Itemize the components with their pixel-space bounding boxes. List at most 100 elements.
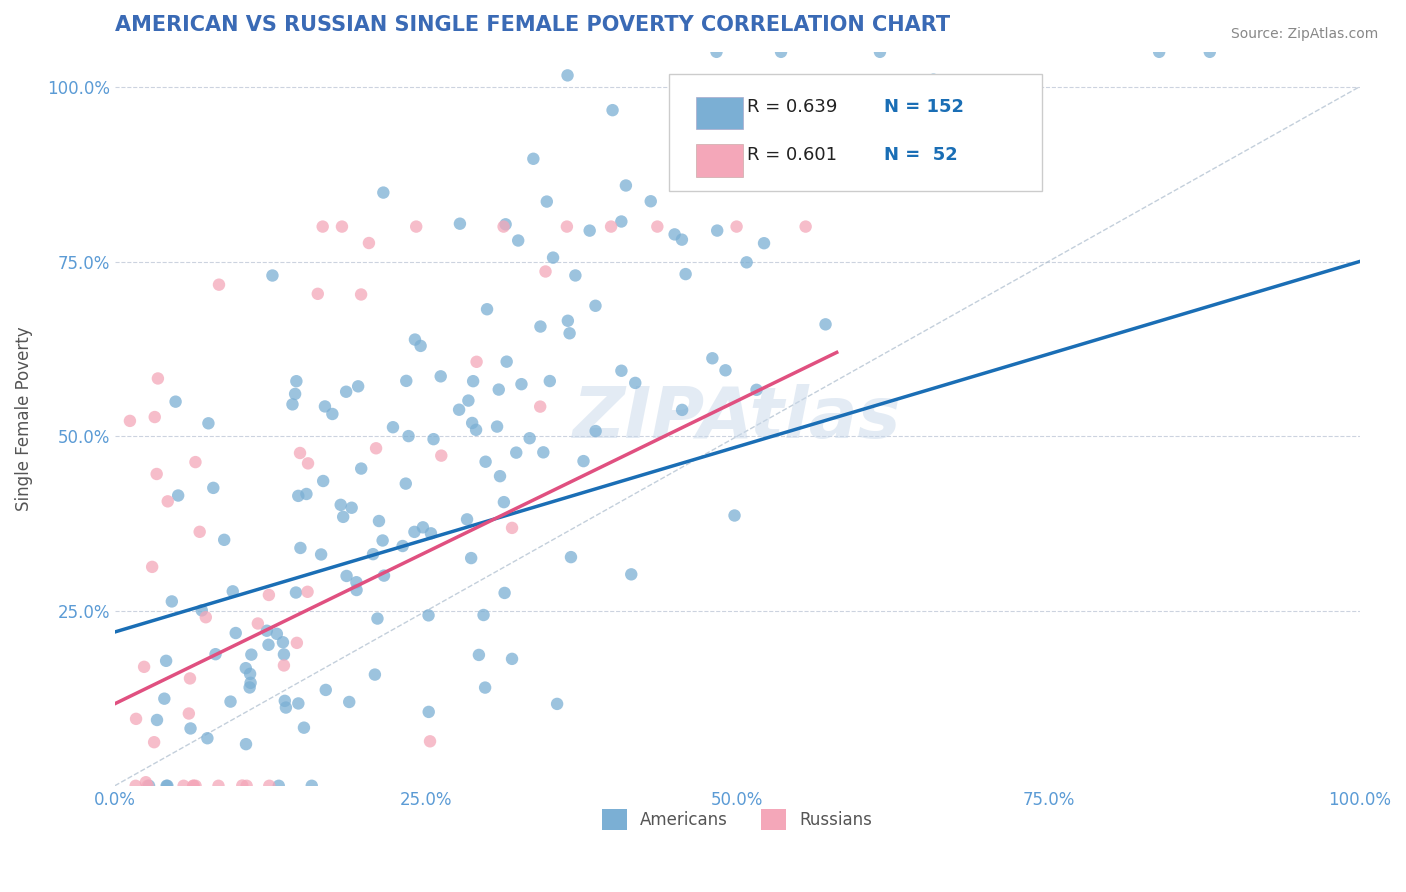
Point (344, 575, 367, 590)
Point (321, 407, 343, 421)
Point (259, 779, 281, 793)
Point (460, 551, 482, 566)
FancyBboxPatch shape (696, 97, 742, 129)
Point (155, 779, 177, 793)
Point (222, 584, 245, 599)
Point (735, 255, 758, 269)
Point (488, 383, 510, 397)
Point (156, 494, 179, 508)
Point (405, 219, 427, 234)
Point (332, 509, 354, 524)
Point (463, 374, 485, 388)
Point (745, 383, 768, 397)
Point (179, 672, 201, 686)
Point (285, 374, 308, 388)
Point (315, 682, 337, 697)
Point (194, 610, 217, 624)
Point (640, 194, 662, 209)
Point (184, 455, 207, 469)
Point (572, 454, 595, 468)
Point (495, 217, 517, 231)
Point (183, 779, 205, 793)
Point (285, 636, 308, 650)
Point (292, 721, 315, 735)
Point (357, 235, 380, 250)
Point (671, 403, 693, 417)
Point (492, 219, 515, 234)
Point (136, 779, 159, 793)
Point (671, 233, 693, 247)
Point (501, 521, 523, 535)
Point (350, 461, 373, 475)
Point (381, 420, 404, 434)
Text: ZIPAtlas: ZIPAtlas (572, 384, 901, 453)
Point (153, 691, 176, 706)
Point (457, 393, 479, 408)
Point (141, 560, 163, 574)
Point (235, 737, 257, 751)
Point (284, 585, 307, 599)
Point (395, 476, 418, 491)
Point (138, 779, 160, 793)
Point (284, 387, 307, 401)
Point (465, 355, 488, 369)
Point (412, 520, 434, 534)
Point (702, 351, 724, 366)
Point (602, 103, 624, 118)
Point (373, 186, 395, 200)
Point (474, 455, 496, 469)
Point (486, 419, 509, 434)
Point (706, 45, 728, 59)
Point (273, 648, 295, 662)
Point (312, 474, 335, 488)
Point (560, 550, 582, 565)
Point (797, 155, 820, 169)
Point (207, 779, 229, 793)
Point (495, 354, 517, 368)
Point (610, 214, 633, 228)
Point (371, 533, 394, 548)
Point (803, 125, 825, 139)
Point (752, 236, 775, 251)
Point (675, 267, 697, 281)
Point (419, 734, 441, 748)
Point (346, 582, 368, 597)
Point (337, 695, 360, 709)
Point (541, 251, 564, 265)
Point (557, 314, 579, 328)
Point (600, 219, 623, 234)
Point (723, 508, 745, 523)
Point (118, 414, 141, 428)
Point (295, 487, 318, 501)
Point (794, 219, 817, 234)
Point (519, 431, 541, 445)
Text: R = 0.639: R = 0.639 (748, 98, 838, 116)
Point (620, 567, 643, 582)
Point (197, 417, 219, 431)
Point (274, 700, 297, 714)
Point (240, 648, 263, 662)
Point (510, 377, 533, 392)
Point (391, 539, 413, 553)
Text: R = 0.601: R = 0.601 (748, 145, 838, 163)
Point (398, 429, 420, 443)
Point (558, 326, 581, 341)
Point (347, 379, 370, 393)
Point (160, 594, 183, 608)
Point (456, 512, 478, 526)
Text: N = 152: N = 152 (884, 98, 965, 116)
Point (350, 287, 373, 301)
Point (167, 488, 190, 502)
Point (146, 371, 169, 385)
Point (538, 374, 561, 388)
Point (418, 608, 440, 623)
Point (395, 374, 418, 388)
Point (287, 489, 309, 503)
Point (143, 410, 166, 425)
Point (418, 705, 440, 719)
Point (257, 588, 280, 602)
Point (267, 779, 290, 793)
Point (664, 227, 686, 242)
FancyBboxPatch shape (669, 74, 1042, 191)
Point (212, 533, 235, 547)
